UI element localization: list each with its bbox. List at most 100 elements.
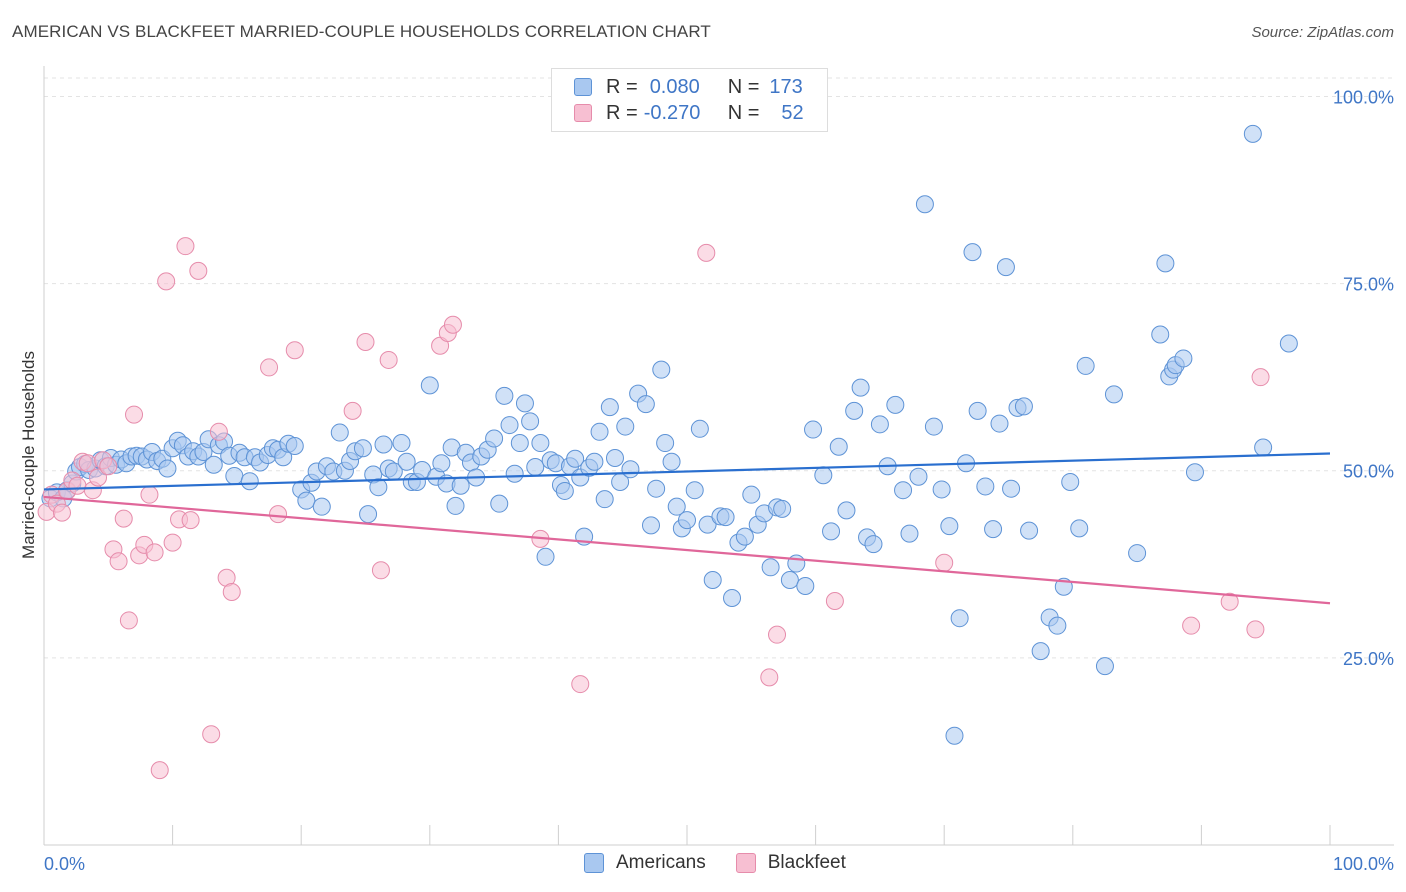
y-axis-title: Married-couple Households	[19, 351, 38, 559]
american-point	[1031, 642, 1050, 661]
american-point	[225, 466, 244, 485]
american-point	[851, 378, 870, 397]
americans-swatch	[574, 78, 592, 96]
american-point	[984, 520, 1003, 539]
american-point	[595, 490, 614, 509]
blackfeet-point	[89, 468, 108, 487]
y-tick-label: 25.0%	[1343, 649, 1394, 669]
american-point	[652, 360, 671, 379]
american-point	[864, 535, 883, 554]
blackfeet-point	[125, 405, 144, 424]
american-point	[485, 429, 504, 448]
y-tick-label: 50.0%	[1343, 462, 1394, 482]
american-point	[716, 508, 735, 527]
american-point	[1014, 397, 1033, 416]
american-point	[285, 437, 304, 456]
legend-item-americans: Americans	[584, 852, 706, 874]
american-point	[1002, 479, 1021, 498]
american-point	[1070, 519, 1089, 538]
american-point	[932, 480, 951, 499]
american-point	[1151, 325, 1170, 344]
blackfeet-point	[343, 401, 362, 420]
blackfeet-point	[825, 591, 844, 610]
legend-label-blackfeet: Blackfeet	[767, 852, 846, 873]
american-point	[870, 415, 889, 434]
legend-label-americans: Americans	[616, 852, 706, 873]
blackfeet-point	[53, 503, 72, 522]
american-point	[590, 422, 609, 441]
american-point	[1104, 385, 1123, 404]
american-point	[158, 459, 177, 478]
american-point	[585, 452, 604, 471]
y-tick-labels: 25.0% 50.0% 75.0% 100.0%	[1333, 87, 1394, 668]
blackfeet-points	[37, 237, 1270, 780]
blackfeet-point	[202, 725, 221, 744]
blackfeet-point	[68, 476, 87, 495]
american-point	[1243, 124, 1262, 143]
blackfeet-point	[935, 553, 954, 572]
blackfeet-point	[114, 509, 133, 528]
trend-lines	[43, 452, 1331, 605]
american-point	[600, 398, 619, 417]
american-point	[505, 464, 524, 483]
american-point	[796, 577, 815, 596]
american-point	[531, 434, 550, 453]
american-point	[451, 476, 470, 495]
legend-r-value: 0.080	[649, 75, 700, 98]
y-tick-label: 100.0%	[1333, 87, 1394, 107]
legend-n-value: 52	[781, 101, 804, 124]
american-point	[963, 243, 982, 262]
american-point	[900, 524, 919, 543]
american-point	[374, 435, 393, 454]
blackfeet-point	[260, 358, 279, 377]
blackfeet-point	[1220, 592, 1239, 611]
blackfeet-point	[145, 543, 164, 562]
legend-r-label: R =	[606, 75, 638, 98]
american-point	[1156, 254, 1175, 273]
blackfeet-point	[285, 341, 304, 360]
chart-title: AMERICAN VS BLACKFEET MARRIED-COUPLE HOU…	[12, 22, 711, 41]
american-point	[1174, 349, 1193, 368]
americans-points	[41, 124, 1298, 745]
legend-r-label: R =	[606, 101, 638, 124]
american-point	[667, 497, 686, 516]
blackfeet-swatch	[735, 853, 756, 873]
american-point	[723, 588, 742, 607]
american-point	[526, 457, 545, 476]
american-point	[822, 522, 841, 541]
american-point	[641, 516, 660, 535]
american-point	[1254, 438, 1273, 457]
blackfeet-point	[1251, 368, 1270, 387]
legend-row-blackfeet: R = -0.270 N = 52	[574, 100, 804, 126]
blackfeet-trend-line	[43, 495, 1331, 605]
american-point	[845, 401, 864, 420]
series-legend: Americans Blackfeet	[584, 852, 876, 874]
grid-lines	[44, 77, 1394, 659]
american-point	[297, 491, 316, 510]
american-point	[735, 527, 754, 546]
american-point	[662, 452, 681, 471]
american-point	[945, 726, 964, 745]
american-point	[703, 571, 722, 590]
american-point	[1076, 356, 1095, 375]
blackfeet-point	[379, 350, 398, 369]
source-label: Source: ZipAtlas.com	[1251, 24, 1394, 41]
american-point	[353, 439, 372, 458]
blackfeet-point	[163, 533, 182, 552]
blackfeet-swatch	[574, 104, 592, 122]
american-point	[1185, 463, 1204, 482]
american-point	[780, 571, 799, 590]
american-point	[446, 496, 465, 515]
legend-n-label: N =	[727, 101, 760, 124]
american-point	[1128, 544, 1147, 563]
blackfeet-point	[109, 552, 128, 571]
american-point	[915, 195, 934, 214]
blackfeet-point	[443, 315, 462, 334]
legend-n-value: 173	[769, 75, 803, 98]
american-point	[510, 434, 529, 453]
american-point	[1061, 472, 1080, 491]
blackfeet-point	[1246, 620, 1265, 639]
american-point	[924, 417, 943, 436]
blackfeet-point	[157, 272, 176, 291]
